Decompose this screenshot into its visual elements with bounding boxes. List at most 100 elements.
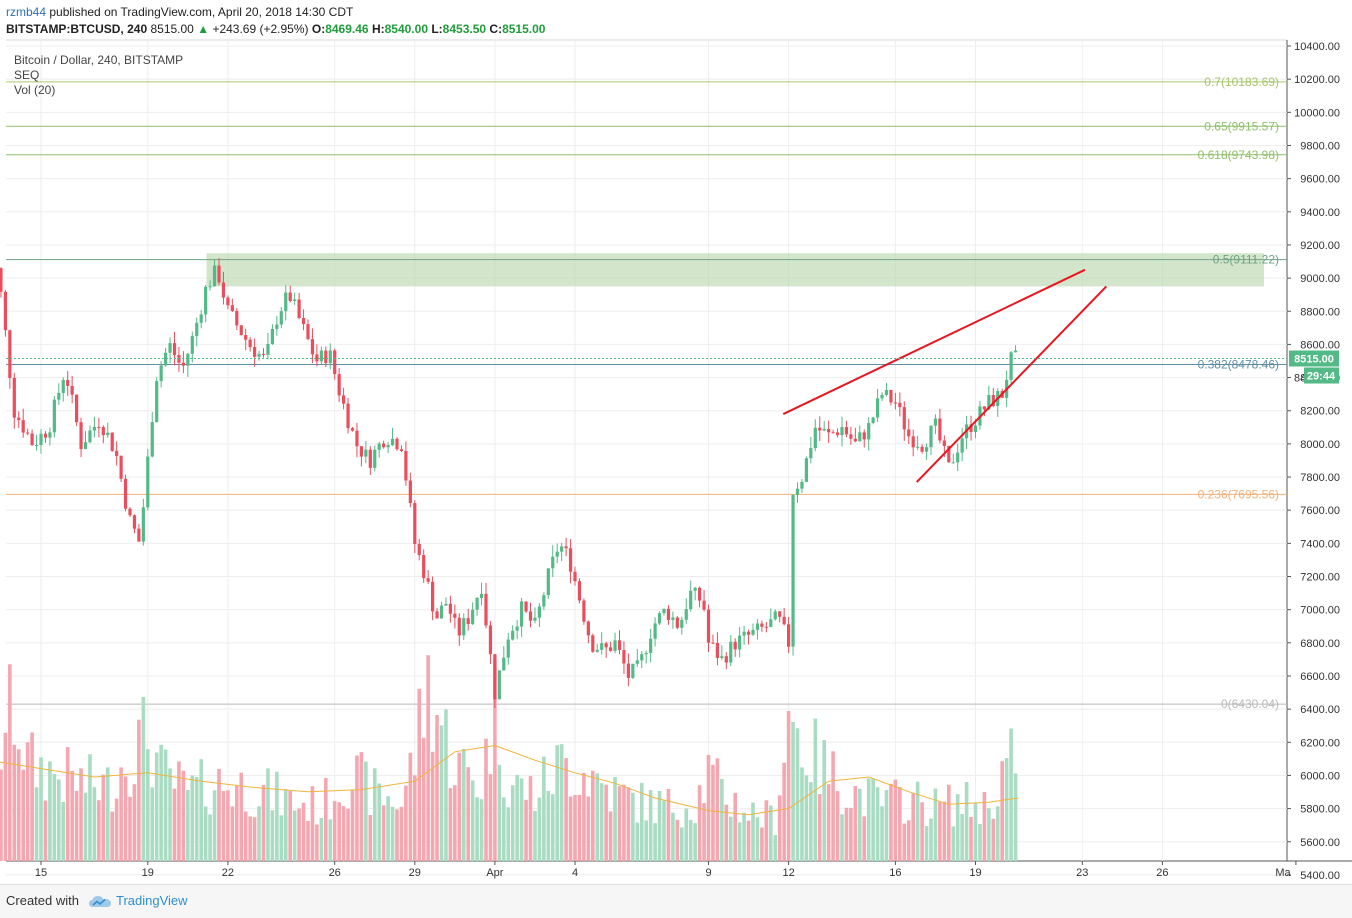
volume-bar bbox=[341, 806, 346, 861]
candle-body bbox=[742, 631, 746, 636]
candle-body bbox=[75, 394, 79, 423]
candle-body bbox=[644, 652, 648, 655]
candle-body bbox=[760, 623, 764, 627]
volume-bar bbox=[1004, 758, 1009, 861]
candle-body bbox=[560, 546, 564, 552]
candle-body bbox=[230, 305, 234, 311]
volume-bar bbox=[639, 782, 644, 861]
volume-bar bbox=[702, 803, 706, 861]
volume-bar bbox=[893, 779, 898, 861]
volume-bar bbox=[203, 806, 208, 861]
candle-body bbox=[439, 605, 444, 619]
time-axis-label: 23 bbox=[1076, 867, 1088, 879]
candle-body bbox=[284, 292, 288, 312]
volume-bar bbox=[800, 767, 804, 861]
candle-body bbox=[466, 618, 470, 624]
volume-bar bbox=[435, 714, 439, 861]
candle-body bbox=[773, 611, 777, 620]
candle-body bbox=[617, 640, 622, 650]
candle-body bbox=[21, 420, 25, 433]
volume-bar bbox=[728, 816, 733, 861]
author-link[interactable]: rzmb44 bbox=[6, 5, 47, 19]
chart-header: rzmb44 published on TradingView.com, Apr… bbox=[0, 0, 1352, 40]
chart-legend: Bitcoin / Dollar, 240, BITSTAMP SEQ Vol … bbox=[14, 53, 183, 98]
volume-bar bbox=[978, 824, 982, 861]
volume-bar bbox=[955, 794, 960, 861]
volume-bar bbox=[368, 815, 373, 861]
volume-bar bbox=[697, 785, 702, 861]
time-axis-label: 22 bbox=[222, 867, 234, 879]
candle-body bbox=[956, 452, 960, 463]
volume-bar bbox=[43, 800, 48, 861]
candle-body bbox=[858, 432, 862, 442]
volume-bar bbox=[613, 777, 617, 861]
volume-bar bbox=[938, 801, 942, 861]
candle-body bbox=[408, 480, 412, 504]
candle-body bbox=[551, 556, 555, 569]
candle-body bbox=[195, 322, 199, 337]
candle-body bbox=[350, 428, 355, 431]
volume-bar bbox=[947, 784, 951, 861]
volume-bar bbox=[65, 747, 70, 861]
candle-body bbox=[876, 398, 880, 418]
fib-level-label: 0.382(8478.46) bbox=[1198, 358, 1279, 372]
candle-body bbox=[88, 430, 92, 443]
series-name[interactable]: Bitcoin / Dollar, 240, BITSTAMP bbox=[14, 53, 184, 67]
candle-body bbox=[640, 654, 644, 661]
time-axis-labels: 15 19 22 26 29 Apr 4 9 12 16 19 23 26 Ma bbox=[35, 861, 1297, 879]
candle-body bbox=[364, 449, 368, 457]
volume-bar bbox=[52, 773, 57, 861]
volume-bar bbox=[324, 777, 328, 861]
volume-bar bbox=[693, 823, 697, 861]
candle-body bbox=[3, 291, 7, 331]
price-axis-label: 7200.00 bbox=[1300, 572, 1340, 584]
volume-bar bbox=[755, 817, 760, 861]
volume-bar bbox=[809, 782, 813, 861]
volume-bar bbox=[146, 749, 150, 861]
candle-body bbox=[609, 647, 613, 651]
tradingview-brand-text[interactable]: TradingView bbox=[116, 893, 188, 908]
candle-body bbox=[43, 433, 48, 438]
volume-ma-line bbox=[0, 744, 1019, 816]
price-axis-label: 9800.00 bbox=[1300, 140, 1340, 152]
candle-body bbox=[39, 433, 43, 445]
candle-body bbox=[57, 392, 61, 400]
candle-body bbox=[711, 642, 715, 644]
volume-bar bbox=[79, 768, 83, 861]
publish-info: published on TradingView.com, April 20, … bbox=[49, 5, 354, 19]
candle-body bbox=[310, 339, 315, 355]
volume-bar bbox=[506, 807, 511, 861]
indicator-volume[interactable]: Vol (20) bbox=[14, 83, 56, 97]
volume-bar bbox=[884, 790, 889, 861]
candle-body bbox=[208, 286, 212, 288]
up-arrow-icon: ▲ bbox=[197, 22, 210, 36]
candle-body bbox=[938, 418, 942, 441]
candle-body bbox=[83, 442, 88, 450]
candle-body bbox=[844, 427, 849, 435]
volume-bar bbox=[866, 778, 871, 861]
tradingview-link[interactable]: TradingView bbox=[88, 893, 188, 909]
candle-body bbox=[239, 325, 243, 336]
volume-bar bbox=[310, 786, 315, 861]
volume-bar bbox=[533, 810, 537, 861]
candle-body bbox=[266, 343, 270, 355]
candle-body bbox=[827, 428, 831, 433]
price-axis-label: 9600.00 bbox=[1300, 174, 1340, 186]
volume-bar bbox=[515, 774, 519, 861]
candle-body bbox=[649, 638, 653, 653]
volume-bar bbox=[88, 754, 92, 861]
volume-bar bbox=[16, 749, 21, 861]
volume-bar bbox=[920, 802, 924, 861]
volume-bar bbox=[377, 783, 381, 861]
candle-body bbox=[987, 395, 991, 410]
candle-body bbox=[604, 643, 608, 648]
volume-bar bbox=[586, 796, 591, 861]
volume-bar bbox=[488, 774, 493, 861]
open-value: 8469.46 bbox=[325, 22, 369, 36]
volume-bar bbox=[475, 797, 479, 861]
candle-body bbox=[221, 282, 226, 298]
candle-body bbox=[622, 649, 626, 664]
indicator-seq[interactable]: SEQ bbox=[14, 68, 40, 82]
volume-bar bbox=[315, 824, 319, 861]
